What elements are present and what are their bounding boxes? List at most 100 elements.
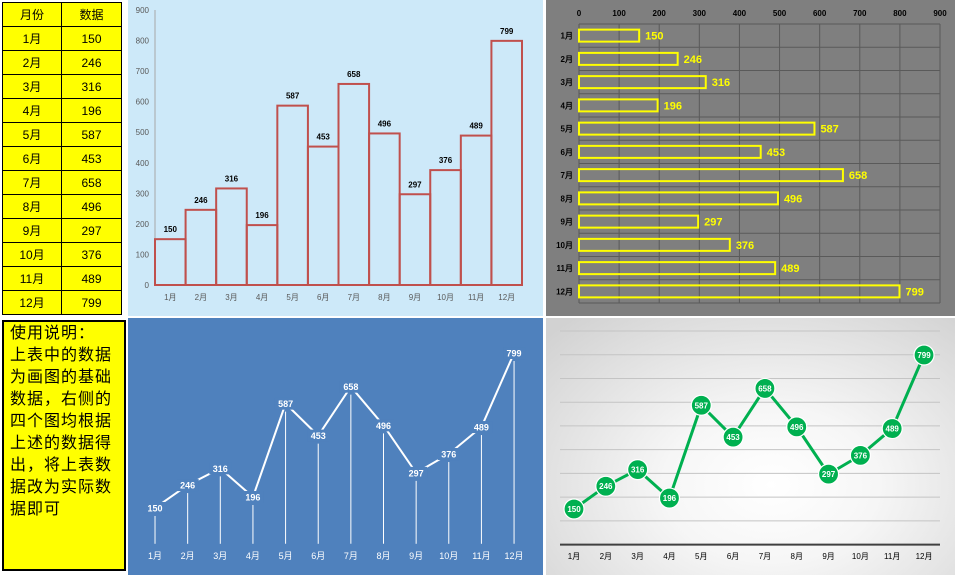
- month-cell[interactable]: 8月: [2, 194, 62, 219]
- month-cell[interactable]: 3月: [2, 74, 62, 99]
- bar: [578, 261, 777, 276]
- note-line: 上表中的数据: [10, 345, 113, 364]
- x-tick-label: 5月: [695, 552, 707, 561]
- data-label: 376: [736, 240, 754, 252]
- x-tick-label: 10月: [852, 552, 869, 561]
- value-cell[interactable]: 496: [61, 194, 122, 219]
- label-background: [307, 429, 330, 442]
- bar: [578, 28, 641, 43]
- label-background: [339, 380, 362, 393]
- label-background: [470, 421, 493, 434]
- data-label: 587: [820, 124, 838, 136]
- month-cell[interactable]: 1月: [2, 26, 62, 51]
- table-row: 6月 453: [2, 146, 122, 171]
- value-cell[interactable]: 297: [61, 218, 122, 243]
- value-cell[interactable]: 376: [61, 242, 122, 267]
- x-tick-label: 2月: [600, 552, 612, 561]
- value-cell[interactable]: 489: [61, 266, 122, 291]
- month-cell[interactable]: 2月: [2, 50, 62, 75]
- x-tick-label: 1月: [148, 551, 162, 561]
- value-cell[interactable]: 316: [61, 74, 122, 99]
- data-label: 496: [376, 421, 391, 431]
- data-label: 316: [712, 77, 730, 89]
- note-line: 出，将上表数: [10, 455, 113, 474]
- data-label: 799: [905, 286, 923, 298]
- x-tick-label: 3月: [213, 551, 227, 561]
- value-cell[interactable]: 587: [61, 122, 122, 147]
- x-tick-label: 100: [612, 9, 626, 18]
- data-label: 297: [822, 470, 836, 479]
- value-cell[interactable]: 658: [61, 170, 122, 195]
- data-label: 453: [767, 147, 785, 159]
- note-line: 使用说明：: [10, 323, 96, 342]
- x-tick-label: 0: [577, 9, 582, 18]
- bar: [429, 169, 462, 286]
- marker: [722, 426, 744, 448]
- data-label: 587: [286, 92, 300, 101]
- month-cell[interactable]: 5月: [2, 122, 62, 147]
- x-tick-label: 11月: [472, 551, 490, 561]
- table-row: 4月 196: [2, 98, 122, 123]
- value-cell[interactable]: 150: [61, 26, 122, 51]
- x-tick-label: 600: [813, 9, 827, 18]
- x-tick-label: 800: [893, 9, 907, 18]
- table-row: 5月 587: [2, 122, 122, 147]
- usage-note-cell[interactable]: 使用说明： 上表中的数据 为画图的基础 数据，右侧的 四个图均根据 上述的数据得…: [2, 320, 126, 571]
- data-label: 658: [849, 170, 867, 182]
- month-cell[interactable]: 7月: [2, 170, 62, 195]
- chart-plot: 150 1月 246 2月 316 3月 196 4月 587 5月 453 6月 658 7月 496 8月…: [560, 330, 940, 561]
- month-cell[interactable]: 12月: [2, 290, 62, 315]
- month-cell[interactable]: 10月: [2, 242, 62, 267]
- data-label: 587: [695, 401, 709, 410]
- bar: [306, 145, 340, 286]
- value-cell[interactable]: 453: [61, 146, 122, 171]
- y-tick-label: 900: [136, 6, 150, 15]
- bar: [245, 224, 279, 287]
- data-table: 月份 数据 1月 150 2月 246 3月 316 4月 196 5月 587…: [2, 2, 122, 315]
- header-month-cell[interactable]: 月份: [2, 2, 62, 27]
- drop-line-chart[interactable]: 150 1月 246 2月 316 3月 196 4月 587 5月 453 6月 658 7月 496 8月…: [128, 318, 543, 575]
- horizontal-bar-chart[interactable]: 0 100 200 300 400 500 600 700 800 900 150 1月 246 2月 31…: [546, 0, 955, 316]
- note-line: 为画图的基础: [10, 367, 113, 386]
- bar: [578, 237, 731, 252]
- value-cell[interactable]: 196: [61, 98, 122, 123]
- month-cell[interactable]: 9月: [2, 218, 62, 243]
- chart-plot: 150 1月 246 2月 316 3月 196 4月 587 5月 453 6月 658 7月 496 8月…: [144, 347, 526, 561]
- marker: [881, 417, 903, 440]
- bar: [578, 214, 700, 229]
- x-tick-label: 11月: [884, 552, 900, 561]
- marker: [913, 344, 935, 366]
- month-cell[interactable]: 6月: [2, 146, 62, 171]
- label-background: [144, 501, 167, 514]
- vertical-bar-chart[interactable]: 0 100 200 300 400 500 600 700 800 900 150 1月 246 2月 31…: [128, 0, 543, 316]
- x-tick-label: 8月: [791, 552, 803, 561]
- note-line: 据改为实际数: [10, 477, 113, 496]
- data-label: 297: [704, 217, 722, 229]
- header-value-cell[interactable]: 数据: [61, 2, 122, 27]
- x-tick-label: 2月: [195, 293, 207, 302]
- marker-line-chart[interactable]: 150 1月 246 2月 316 3月 196 4月 587 5月 453 6月 658 7月 496 8月…: [546, 318, 955, 575]
- x-tick-label: 1月: [568, 552, 580, 561]
- month-cell[interactable]: 11月: [2, 266, 62, 291]
- x-tick-label: 900: [933, 9, 947, 18]
- y-tick-label: 2月: [561, 55, 573, 64]
- x-tick-label: 6月: [727, 552, 739, 561]
- month-cell[interactable]: 4月: [2, 98, 62, 123]
- y-tick-label: 8月: [561, 194, 573, 203]
- value-cell[interactable]: 799: [61, 290, 122, 315]
- y-tick-label: 700: [136, 67, 150, 76]
- value-cell[interactable]: 246: [61, 50, 122, 75]
- x-tick-label: 5月: [286, 293, 298, 302]
- y-tick-label: 5月: [561, 125, 573, 134]
- data-label: 587: [278, 399, 293, 409]
- data-label: 453: [726, 433, 740, 442]
- y-tick-label: 300: [136, 189, 150, 198]
- data-label: 246: [180, 481, 195, 491]
- bar: [578, 121, 816, 136]
- data-label: 489: [886, 425, 900, 434]
- label-background: [437, 448, 460, 461]
- table-row: 1月 150: [2, 26, 122, 51]
- marker: [849, 444, 871, 466]
- bar: [398, 193, 432, 286]
